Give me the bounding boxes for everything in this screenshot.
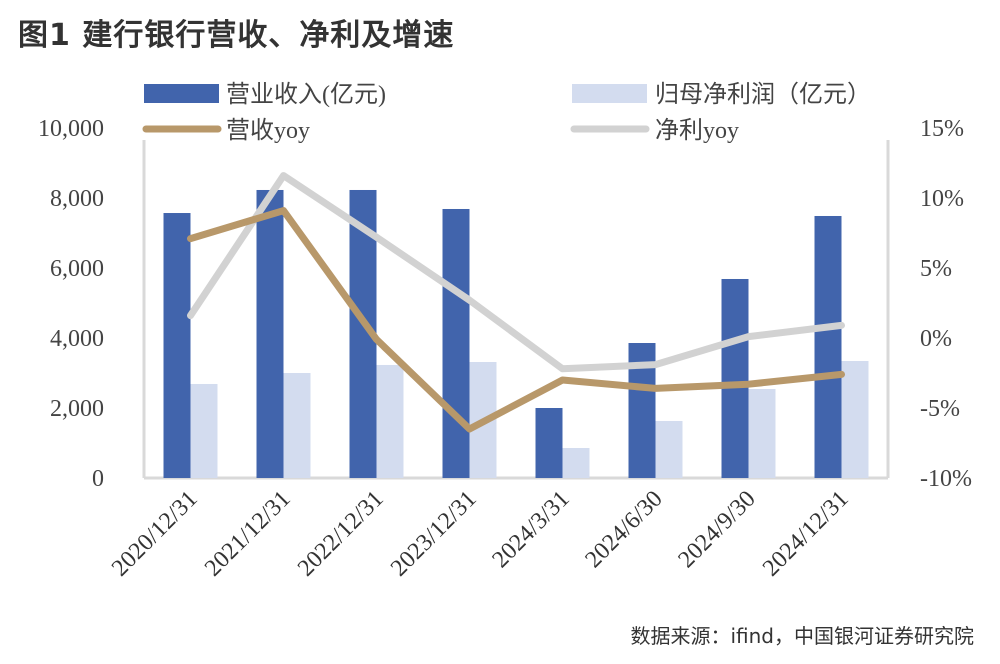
legend-label-net-profit: 归母净利润（亿元） — [655, 81, 871, 108]
net-profit-bar — [841, 360, 869, 478]
net-profit-bar — [283, 373, 311, 478]
x-axis-label: 2022/12/31 — [293, 486, 389, 582]
left-axis-tick: 10,000 — [38, 116, 104, 142]
legend-swatch-revenue — [144, 84, 219, 103]
x-axis-labels: 2020/12/312021/12/312022/12/312023/12/31… — [107, 486, 854, 582]
revenue-bar — [814, 215, 842, 479]
revenue-bar — [256, 189, 284, 479]
right-axis-tick: -10% — [920, 466, 972, 492]
x-axis-label: 2020/12/31 — [107, 486, 203, 582]
axes: 0 2,000 4,000 6,000 8,000 10,000 -10% -5% 0% 5% 10… — [38, 116, 972, 492]
right-axis-tick: 0% — [920, 326, 952, 352]
x-axis-label: 2024/6/30 — [581, 486, 668, 573]
left-axis-tick: 0 — [92, 466, 104, 492]
net-profit-bar — [655, 420, 683, 478]
legend-swatch-net-profit — [572, 84, 647, 103]
left-axis-tick: 4,000 — [50, 326, 104, 352]
left-axis-tick: 8,000 — [50, 186, 104, 212]
legend-label-revenue-yoy: 营收yoy — [226, 117, 310, 144]
revenue-bar — [721, 278, 749, 478]
source-note: 数据来源：ifind，中国银河证券研究院 — [630, 624, 974, 648]
x-axis-label: 2024/3/31 — [488, 486, 575, 573]
lines — [187, 172, 845, 433]
revenue-bar — [163, 213, 191, 478]
revenue-bar — [535, 408, 563, 478]
left-axis-tick: 2,000 — [50, 396, 104, 422]
right-axis-tick: 15% — [920, 116, 964, 142]
net-profit-bar — [562, 448, 590, 478]
right-axis-tick: -5% — [920, 396, 960, 422]
left-axis-tick: 6,000 — [50, 256, 104, 282]
x-axis-label: 2021/12/31 — [200, 486, 296, 582]
revenue-bar — [442, 208, 470, 479]
revenue-yoy-line — [187, 207, 845, 433]
chart-title: 图1 建行银行营收、净利及增速 — [18, 18, 455, 53]
net-profit-bar — [748, 388, 776, 478]
legend: 营业收入(亿元) 归母净利润（亿元） 营收yoy 净利yoy — [142, 81, 871, 144]
net-profit-bar — [376, 364, 404, 478]
right-axis-tick: 10% — [920, 186, 964, 212]
right-axis-tick: 5% — [920, 256, 952, 282]
x-axis-label: 2023/12/31 — [386, 486, 482, 582]
bars — [163, 189, 869, 479]
legend-label-revenue: 营业收入(亿元) — [226, 81, 386, 108]
x-axis-label: 2024/9/30 — [674, 486, 761, 573]
net-profit-yoy-line — [187, 172, 845, 373]
net-profit-bar — [190, 383, 218, 478]
legend-label-net-profit-yoy: 净利yoy — [655, 117, 739, 144]
x-axis-label: 2024/12/31 — [758, 486, 854, 582]
